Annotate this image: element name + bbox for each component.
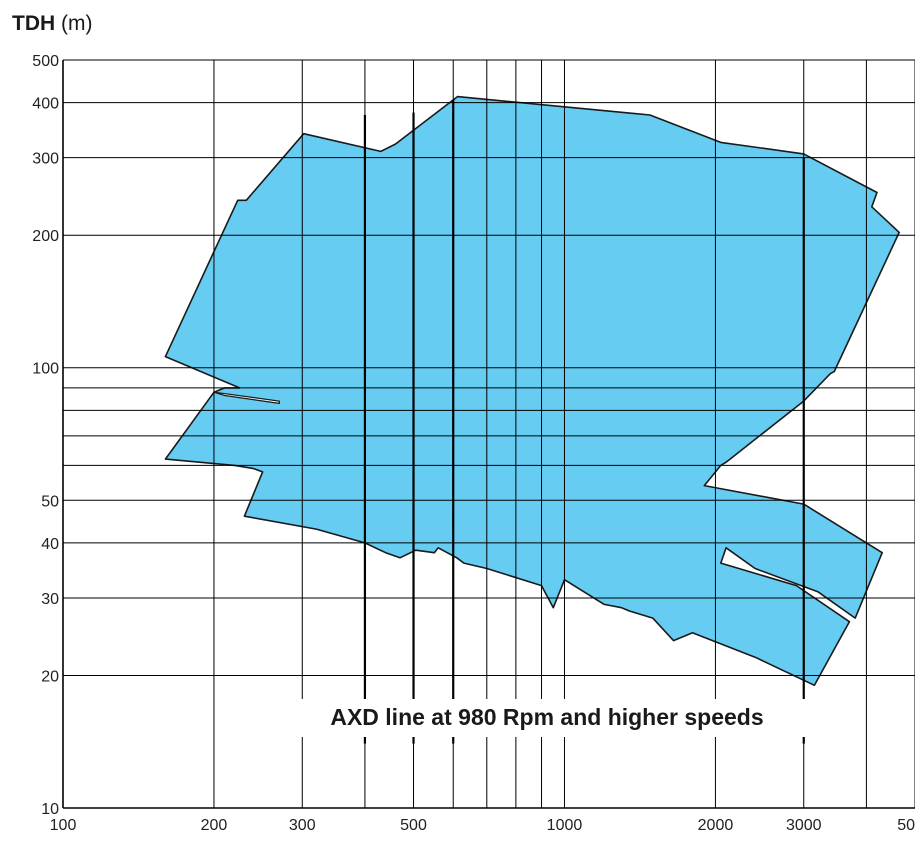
x-tick-label: 200	[201, 817, 228, 834]
tick-labels-layer: 100 200 300 500 1000 2000 3000 5000 10 20 30 40 50 10…	[32, 53, 915, 834]
x-tick-label: 2000	[698, 817, 734, 834]
y-tick-label: 400	[32, 96, 59, 113]
axes-layer	[62, 60, 915, 809]
x-tick-label: 500	[400, 817, 427, 834]
x-tick-label: 5000	[897, 817, 915, 834]
x-tick-label: 3000	[786, 817, 822, 834]
x-tick-label: 100	[50, 817, 77, 834]
y-tick-label: 500	[32, 53, 59, 70]
y-tick-label: 40	[41, 536, 59, 553]
coverage-area-layer	[164, 95, 901, 687]
operating-range-area	[164, 95, 901, 687]
x-tick-label: 300	[289, 817, 316, 834]
y-tick-label: 10	[41, 801, 59, 818]
grid-layer	[63, 59, 915, 808]
y-axis-title: TDH (m)	[12, 12, 93, 36]
y-tick-label: 300	[32, 151, 59, 168]
y-tick-label: 100	[32, 361, 59, 378]
y-tick-label: 50	[41, 493, 59, 510]
y-tick-label: 20	[41, 668, 59, 685]
annotation-background	[283, 699, 824, 737]
y-tick-label: 30	[41, 591, 59, 608]
y-axis-title-bold: TDH	[12, 12, 56, 35]
y-tick-label: 200	[32, 228, 59, 245]
annotation-text: AXD line at 980 Rpm and higher speeds	[330, 704, 763, 730]
x-tick-label: 1000	[547, 817, 583, 834]
annotation-layer: AXD line at 980 Rpm and higher speeds	[283, 699, 824, 737]
y-axis-unit: (m)	[61, 12, 93, 35]
cutout-slot	[213, 391, 280, 405]
